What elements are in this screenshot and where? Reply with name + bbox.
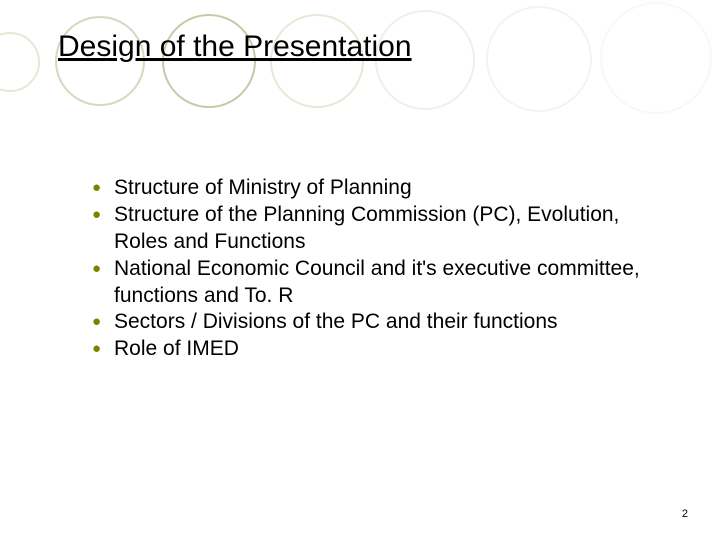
decorative-circle [486,6,592,112]
decorative-circle [600,2,712,114]
list-item: Structure of Ministry of Planning [92,175,652,202]
page-title: Design of the Presentation [58,30,412,64]
bullet-list: Structure of Ministry of PlanningStructu… [92,175,652,363]
list-item: National Economic Council and it's execu… [92,256,652,310]
decorative-circle [0,32,40,92]
list-item: Sectors / Divisions of the PC and their … [92,309,652,336]
list-item: Role of IMED [92,336,652,363]
page-number: 2 [682,508,688,520]
list-item: Structure of the Planning Commission (PC… [92,202,652,256]
